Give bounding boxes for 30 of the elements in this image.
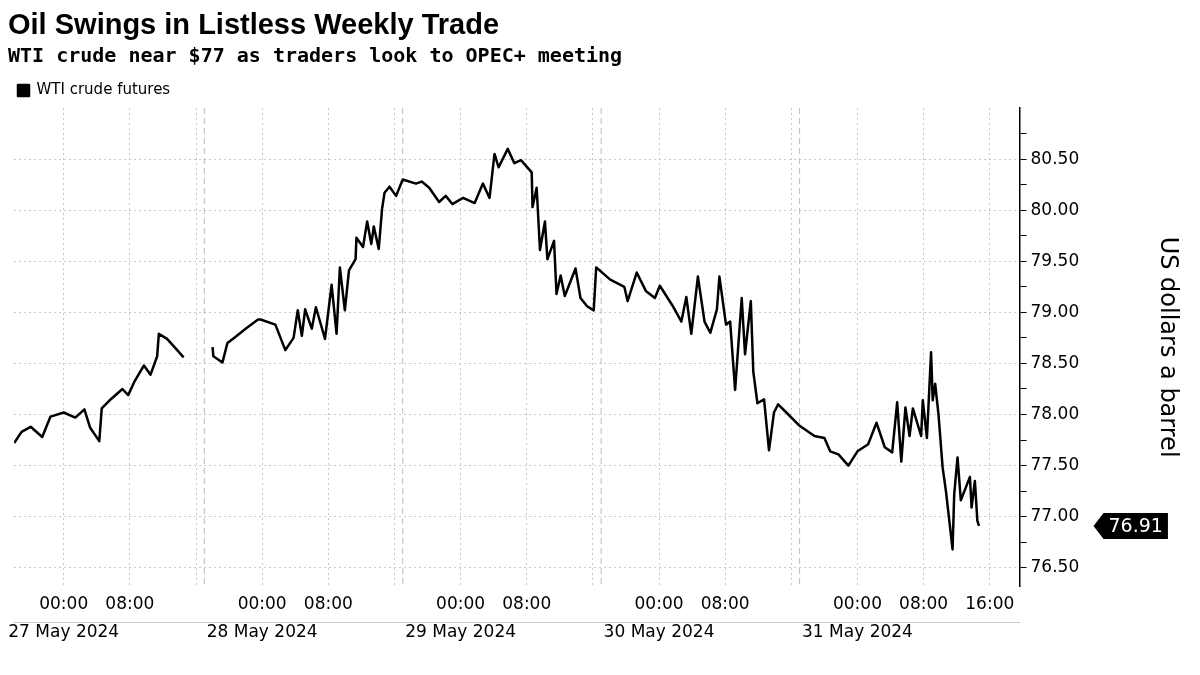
x-tick-label: 00:00 xyxy=(436,592,486,613)
x-tick-label: 00:00 xyxy=(634,592,684,613)
y-tick-label: 78.50 xyxy=(1030,351,1080,372)
y-tick-label: 79.00 xyxy=(1030,300,1080,321)
y-tick-label: 80.00 xyxy=(1030,198,1080,219)
chart-subtitle: WTI crude near $77 as traders look to OPEC+ meeting xyxy=(8,43,624,67)
x-tick-label: 00:00 xyxy=(39,592,89,613)
x-tick-label: 08:00 xyxy=(899,592,949,613)
x-tick-label: 16:00 xyxy=(965,592,1015,613)
x2-tick-label: 29 May 2024 xyxy=(405,621,517,642)
chart-title: Oil Swings in Listless Weekly Trade xyxy=(8,8,501,41)
x2-tick-label: 27 May 2024 xyxy=(8,621,120,642)
x2-tick-label: 30 May 2024 xyxy=(603,621,715,642)
text: 76.91 xyxy=(1108,513,1163,536)
x-tick-label: 00:00 xyxy=(832,592,882,613)
y-axis-title: US dollars a barrel xyxy=(1155,236,1184,458)
y-tick-label: 80.50 xyxy=(1030,147,1080,168)
x-tick-label: 08:00 xyxy=(105,592,155,613)
x-tick-label: 08:00 xyxy=(303,592,353,613)
y-tick-label: 77.50 xyxy=(1030,454,1080,475)
y-tick-label: 79.50 xyxy=(1030,249,1080,270)
y-tick-label: 78.00 xyxy=(1030,402,1080,423)
y-tick-label: 76.50 xyxy=(1030,556,1080,577)
legend-label: WTI crude futures xyxy=(36,80,171,99)
y-tick-label: 77.00 xyxy=(1030,505,1080,526)
x2-tick-label: 31 May 2024 xyxy=(802,621,913,642)
x2-tick-label: 28 May 2024 xyxy=(206,621,318,642)
x-tick-label: 08:00 xyxy=(700,592,750,613)
x-tick-label: 08:00 xyxy=(502,592,552,613)
x-tick-label: 00:00 xyxy=(237,592,287,613)
